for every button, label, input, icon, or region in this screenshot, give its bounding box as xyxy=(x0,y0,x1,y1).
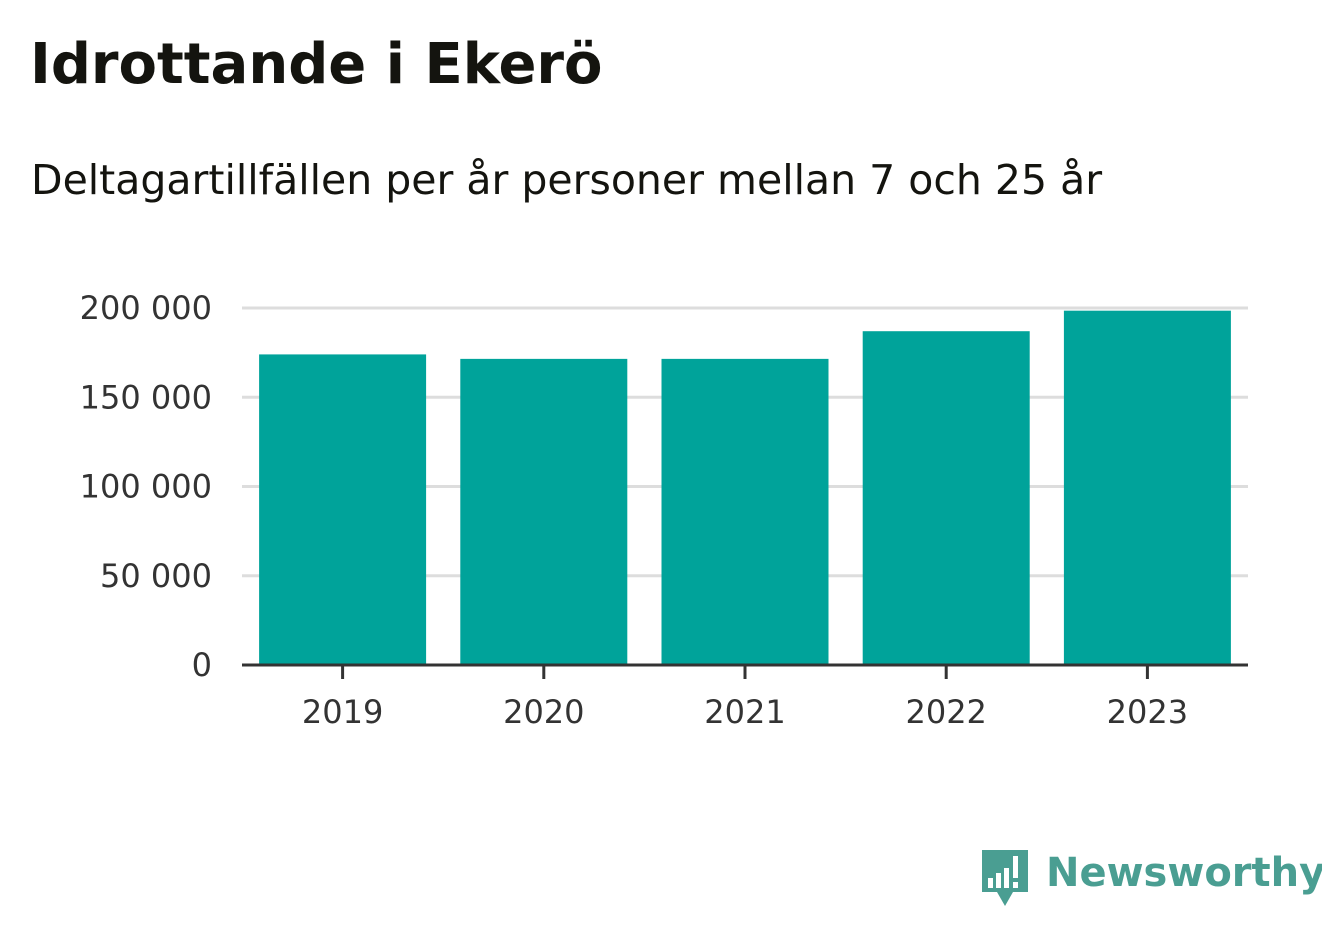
y-tick-label: 50 000 xyxy=(100,557,212,595)
bar-chart-speech-bubble-icon xyxy=(982,850,1028,906)
bar-2022 xyxy=(862,331,1030,665)
bar-2023 xyxy=(1063,310,1231,665)
x-tick-label: 2022 xyxy=(905,693,986,731)
bars xyxy=(259,310,1231,665)
bar-2020 xyxy=(460,358,628,665)
bar-2021 xyxy=(661,358,829,665)
brand-name: Newsworthy xyxy=(1046,850,1322,896)
x-tick-label: 2020 xyxy=(503,693,584,731)
y-tick-label: 100 000 xyxy=(80,468,212,506)
y-tick-label: 150 000 xyxy=(80,378,212,416)
y-tick-label: 0 xyxy=(192,646,212,684)
y-tick-label: 200 000 xyxy=(80,289,212,327)
x-tick-label: 2023 xyxy=(1107,693,1188,731)
x-tick-label: 2019 xyxy=(302,693,383,731)
chart-subtitle: Deltagartillfällen per år personer mella… xyxy=(31,156,1103,204)
chart-title: Idrottande i Ekerö xyxy=(30,32,603,97)
bar-2019 xyxy=(259,354,427,665)
axes: 0 50 000 100 000 150 000 200 000 2019 2020 2021… xyxy=(80,289,1248,731)
newsworthy-logo: Newsworthy xyxy=(980,848,1322,910)
x-tick-label: 2021 xyxy=(704,693,785,731)
